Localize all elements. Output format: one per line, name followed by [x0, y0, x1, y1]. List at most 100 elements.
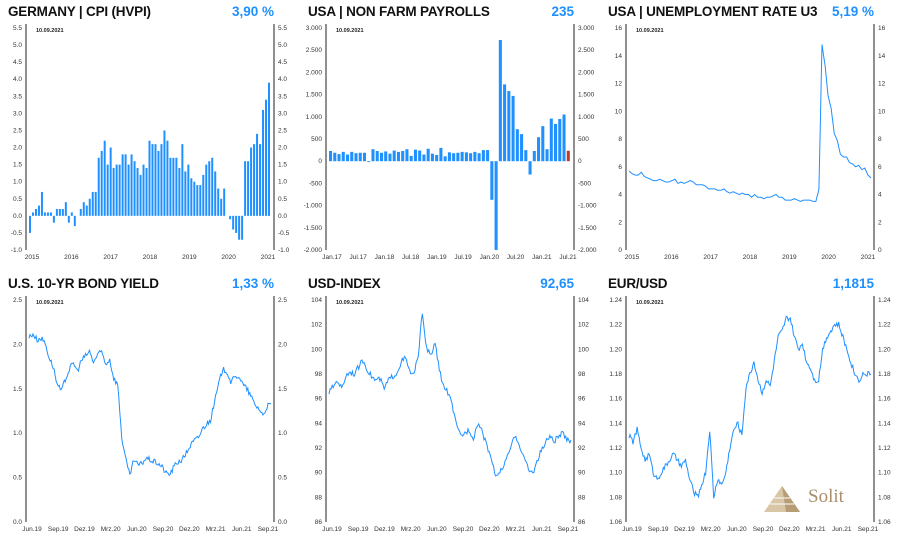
x-tick-label: Jan.20 — [480, 254, 500, 261]
y-tick-label-right: 86 — [578, 519, 586, 526]
bar — [401, 150, 405, 162]
bar — [490, 161, 494, 200]
y-tick-label-right: 0.5 — [278, 196, 287, 203]
bar — [58, 209, 61, 216]
bar — [537, 137, 541, 162]
chart-latest-value: 1,33 % — [231, 276, 274, 291]
bar — [477, 153, 481, 162]
bar — [115, 164, 118, 216]
y-tick-label-right: 16 — [878, 25, 886, 32]
y-tick-label-left: 1.12 — [609, 445, 622, 452]
y-tick-label-right: -1.0 — [278, 247, 290, 254]
bar — [184, 171, 187, 216]
y-tick-label-left: 0.5 — [13, 196, 22, 203]
y-tick-label-right: 0.5 — [278, 475, 287, 482]
chart-panel-nonfarm-payrolls: USA | NON FARM PAYROLLS 235 10.09.2021 3.… — [300, 0, 600, 272]
x-tick-label: 2019 — [782, 254, 797, 261]
bar — [532, 150, 536, 162]
y-tick-label-left: 2.5 — [13, 297, 22, 304]
bar — [106, 164, 109, 216]
y-tick-label-left: -0.5 — [11, 230, 23, 237]
x-tick-label: 2017 — [103, 254, 118, 261]
bar — [515, 129, 519, 162]
y-tick-label-right: 4 — [878, 192, 882, 199]
bar — [329, 150, 333, 162]
bar — [163, 130, 166, 216]
y-tick-label-left: 104 — [311, 297, 322, 304]
y-tick-label-left: 8 — [618, 136, 622, 143]
x-tick-label: Sep.20 — [753, 526, 774, 533]
bar — [486, 150, 490, 162]
y-tick-label-left: 88 — [315, 494, 323, 501]
y-tick-label-right: 1.0 — [278, 430, 287, 437]
y-tick-label-right: 2.500 — [578, 47, 595, 54]
y-tick-label-right: 1.500 — [578, 92, 595, 99]
y-tick-label-right: -1.500 — [578, 225, 597, 232]
bar — [175, 157, 178, 216]
bar — [193, 181, 196, 216]
bar — [139, 174, 142, 216]
y-tick-label-left: 86 — [315, 519, 323, 526]
x-tick-label: Dez.20 — [479, 526, 500, 533]
y-tick-label-left: -2.000 — [304, 247, 323, 254]
x-tick-label: 2018 — [743, 254, 758, 261]
bar — [439, 147, 443, 162]
y-tick-label-right: 1.18 — [878, 371, 891, 378]
bar — [422, 154, 426, 162]
bar — [460, 151, 464, 162]
bar — [367, 161, 371, 163]
y-tick-label-left: 16 — [615, 25, 623, 32]
y-tick-label-left: 1.14 — [609, 420, 622, 427]
bar — [169, 157, 172, 216]
y-tick-label-right: 88 — [578, 494, 586, 501]
bar — [426, 148, 430, 162]
y-tick-label-right: 4.5 — [278, 59, 287, 66]
x-tick-label: Mrz.21 — [806, 526, 826, 533]
x-tick-label: 2020 — [821, 254, 836, 261]
y-tick-label-left: 0.0 — [13, 519, 22, 526]
y-tick-label-left: 94 — [315, 420, 323, 427]
x-tick-label: Sep.19 — [348, 526, 369, 533]
y-tick-label-right: 104 — [578, 297, 589, 304]
y-tick-label-right: 1.06 — [878, 519, 891, 526]
y-tick-label-left: 2.5 — [13, 127, 22, 134]
bar — [166, 140, 169, 216]
bar — [109, 147, 112, 216]
y-tick-label-right: 94 — [578, 420, 586, 427]
bar — [528, 161, 532, 175]
bar — [413, 149, 417, 162]
bar — [371, 149, 375, 162]
bar — [154, 144, 157, 216]
bar — [217, 188, 220, 216]
bar — [262, 109, 265, 216]
x-tick-label: Mrz.21 — [506, 526, 526, 533]
chart-panel-usd-index: USD-INDEX 92,65 10.09.2021 104 104 102 102 10… — [300, 272, 600, 544]
series-line — [628, 315, 872, 499]
y-tick-label-right: 10 — [878, 108, 886, 115]
bar — [541, 126, 545, 162]
x-tick-label: Sep.20 — [153, 526, 174, 533]
bar — [554, 123, 558, 162]
x-tick-label: Sep.19 — [48, 526, 69, 533]
y-tick-label-left: 5.5 — [13, 25, 22, 32]
bar — [112, 168, 115, 216]
x-tick-label: Mrz.21 — [206, 526, 226, 533]
bar — [520, 134, 524, 162]
bar — [211, 157, 214, 216]
y-tick-label-left: 92 — [315, 445, 323, 452]
bar — [375, 150, 379, 162]
y-tick-label-left: 3.5 — [13, 93, 22, 100]
x-tick-label: Jun.19 — [22, 526, 42, 533]
chart-date-label: 10.09.2021 — [636, 28, 664, 34]
y-tick-label-left: 2.000 — [306, 69, 323, 76]
y-tick-label-right: 8 — [878, 136, 882, 143]
bar — [238, 215, 241, 240]
bar — [452, 153, 456, 162]
bar — [64, 202, 67, 216]
bar — [229, 215, 232, 220]
y-tick-label-right: 4.0 — [278, 76, 287, 83]
bar — [187, 164, 190, 216]
y-tick-label-right: 0 — [578, 158, 582, 165]
bar — [208, 161, 211, 216]
bar — [354, 153, 358, 162]
